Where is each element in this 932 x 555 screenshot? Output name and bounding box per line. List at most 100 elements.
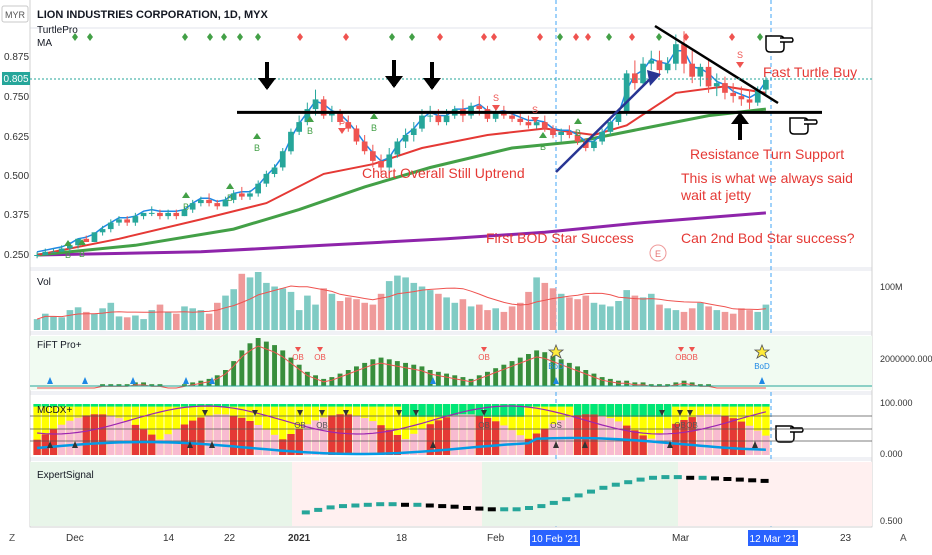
mcdx-red-bar[interactable] xyxy=(229,415,238,455)
candle-body[interactable] xyxy=(754,89,761,103)
mcdx-red-bar[interactable] xyxy=(729,418,737,455)
fift-bar[interactable] xyxy=(313,375,318,386)
mcdx-panel[interactable]: OB OB OB OS OB OB xyxy=(30,404,872,456)
volume-bar[interactable] xyxy=(672,310,680,330)
candle-body[interactable] xyxy=(140,212,147,217)
volume-bar[interactable] xyxy=(205,313,213,330)
volume-bar[interactable] xyxy=(156,304,164,330)
fift-bar[interactable] xyxy=(435,371,441,386)
volume-bar[interactable] xyxy=(582,295,590,330)
mcdx-red-bar[interactable] xyxy=(82,415,90,455)
candle-body[interactable] xyxy=(263,173,270,184)
mcdx-red-bar[interactable] xyxy=(90,414,99,455)
volume-bar[interactable] xyxy=(492,308,499,331)
candle-body[interactable] xyxy=(271,167,278,175)
candle-body[interactable] xyxy=(329,112,335,116)
candle-body[interactable] xyxy=(214,203,221,207)
volume-bar[interactable] xyxy=(721,311,729,330)
candle-body[interactable] xyxy=(623,73,630,113)
mcdx-red-bar[interactable] xyxy=(58,424,66,455)
candle-body[interactable] xyxy=(189,203,196,210)
mcdx-red-bar[interactable] xyxy=(41,434,49,455)
volume-bar[interactable] xyxy=(566,297,573,330)
expert-panel[interactable] xyxy=(30,462,872,526)
fift-bar[interactable] xyxy=(182,384,187,386)
fift-bar[interactable] xyxy=(296,364,302,386)
volume-bar[interactable] xyxy=(189,308,196,331)
candle-body[interactable] xyxy=(378,161,384,168)
mcdx-red-bar[interactable] xyxy=(672,423,680,455)
mcdx-red-bar[interactable] xyxy=(483,418,492,455)
candle-body[interactable] xyxy=(181,209,188,217)
mcdx-red-bar[interactable] xyxy=(303,424,311,455)
volume-bar[interactable] xyxy=(476,304,483,330)
volume-bar[interactable] xyxy=(74,307,82,330)
mcdx-red-bar[interactable] xyxy=(590,414,598,456)
mcdx-red-bar[interactable] xyxy=(287,434,295,455)
mcdx-red-bar[interactable] xyxy=(524,438,533,455)
candle-body[interactable] xyxy=(689,63,695,77)
mcdx-red-bar[interactable] xyxy=(311,420,320,455)
candle-body[interactable] xyxy=(591,141,597,149)
fift-bar[interactable] xyxy=(697,384,703,386)
candle-body[interactable] xyxy=(615,112,622,122)
fift-bar[interactable] xyxy=(607,378,613,386)
volume-bar[interactable] xyxy=(631,295,639,330)
candle-body[interactable] xyxy=(148,212,155,214)
volume-bar[interactable] xyxy=(533,277,540,330)
mcdx-red-bar[interactable] xyxy=(713,414,721,456)
mcdx-red-bar[interactable] xyxy=(295,428,303,455)
volume-bar[interactable] xyxy=(222,295,229,330)
candle-body[interactable] xyxy=(83,238,90,242)
fift-bar[interactable] xyxy=(378,357,384,386)
mcdx-red-bar[interactable] xyxy=(508,430,516,455)
candle-body[interactable] xyxy=(320,99,327,116)
mcdx-red-bar[interactable] xyxy=(696,415,705,455)
candle-body[interactable] xyxy=(558,131,564,135)
fift-bar[interactable] xyxy=(566,362,572,386)
candle-body[interactable] xyxy=(157,212,163,217)
candle-body[interactable] xyxy=(541,122,548,129)
volume-bar[interactable] xyxy=(328,293,336,331)
volume-bar[interactable] xyxy=(279,288,287,330)
candle-body[interactable] xyxy=(99,229,106,233)
candle-body[interactable] xyxy=(337,112,343,122)
volume-bar[interactable] xyxy=(148,310,156,330)
fift-bar[interactable] xyxy=(599,377,605,386)
mcdx-red-bar[interactable] xyxy=(500,425,508,455)
fift-bar[interactable] xyxy=(329,377,335,386)
mcdx-red-bar[interactable] xyxy=(328,415,336,455)
volume-bar[interactable] xyxy=(263,282,270,330)
candle-body[interactable] xyxy=(533,122,540,126)
candle-body[interactable] xyxy=(656,60,663,71)
fift-bar[interactable] xyxy=(149,384,155,386)
candle-body[interactable] xyxy=(607,122,614,132)
mcdx-red-bar[interactable] xyxy=(532,433,541,456)
candle-body[interactable] xyxy=(50,251,57,253)
fift-bar[interactable] xyxy=(526,354,531,386)
fift-bar[interactable] xyxy=(370,359,376,386)
candle-body[interactable] xyxy=(353,128,360,142)
mcdx-red-bar[interactable] xyxy=(426,424,434,455)
time-axis-auto[interactable]: A xyxy=(900,533,907,544)
fift-bar[interactable] xyxy=(247,343,253,386)
fift-bar[interactable] xyxy=(673,382,679,386)
volume-bar[interactable] xyxy=(459,299,467,330)
volume-bar[interactable] xyxy=(688,308,696,331)
fift-bar[interactable] xyxy=(632,382,638,386)
mcdx-red-bar[interactable] xyxy=(377,425,385,455)
fift-bar[interactable] xyxy=(255,338,261,386)
volume-bar[interactable] xyxy=(500,311,508,330)
volume-bar[interactable] xyxy=(484,310,491,330)
volume-bar[interactable] xyxy=(508,306,516,330)
mcdx-red-bar[interactable] xyxy=(541,428,549,456)
candle-body[interactable] xyxy=(763,79,769,90)
volume-bar[interactable] xyxy=(66,310,74,330)
mcdx-red-bar[interactable] xyxy=(704,414,713,455)
volume-bar[interactable] xyxy=(451,302,459,330)
candle-body[interactable] xyxy=(91,232,98,242)
candle-body[interactable] xyxy=(206,199,212,204)
volume-bar[interactable] xyxy=(214,302,221,330)
mcdx-red-bar[interactable] xyxy=(98,414,107,455)
